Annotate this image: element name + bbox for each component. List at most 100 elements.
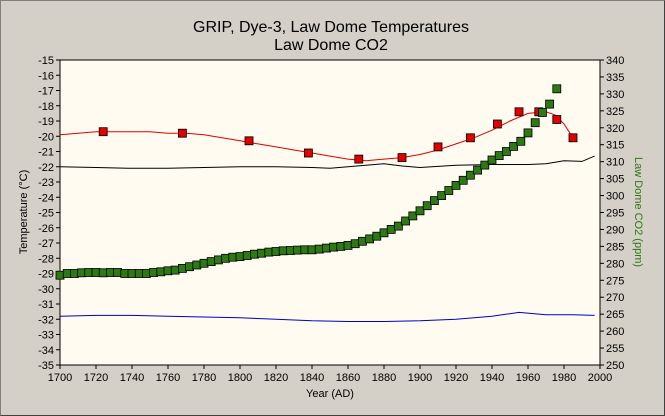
series-3-point	[264, 247, 274, 257]
series-3-point	[451, 180, 461, 190]
series-0-point	[244, 136, 254, 146]
y-tick-label: -35	[38, 360, 54, 372]
x-tick-label: 1960	[516, 372, 540, 384]
x-tick-label: 1900	[408, 372, 432, 384]
series-3-point	[401, 216, 411, 226]
series-3-point	[437, 191, 447, 201]
x-tick-label: 1920	[444, 372, 468, 384]
y-axis-right: 340 335 330 325 320 315 310 305 300 295 290 285 280 2…	[600, 55, 624, 372]
series-3-point	[393, 221, 403, 231]
series-3-point	[552, 84, 562, 94]
series-0-point	[98, 127, 108, 137]
y-tick-label: -29	[38, 269, 54, 281]
x-tick-label: 1780	[192, 372, 216, 384]
x-tick-label: 1740	[120, 372, 144, 384]
series-3-point	[343, 240, 353, 250]
y2-tick-label: 280	[606, 258, 624, 270]
series-3-point	[113, 268, 122, 277]
x-tick-label: 1800	[228, 372, 252, 384]
series-3-point	[444, 186, 454, 195]
y-tick-label: -16	[38, 70, 54, 82]
series-3-point	[523, 128, 533, 138]
series-3-point	[98, 268, 108, 278]
y-tick-label: -20	[38, 131, 54, 143]
series-3-point	[357, 236, 367, 246]
x-tick-label: 2000	[588, 372, 612, 384]
y2-tick-label: 325	[606, 106, 624, 118]
y2-tick-label: 300	[606, 191, 624, 203]
y-tick-label: -15	[38, 55, 54, 67]
y-tick-label: -23	[38, 177, 54, 189]
x-tick-label: 1880	[372, 372, 396, 384]
y-tick-label: -31	[38, 299, 54, 311]
y-tick-label: -22	[38, 162, 54, 174]
series-3-point	[473, 165, 483, 175]
x-tick-label: 1720	[84, 372, 108, 384]
y-tick-label: -25	[38, 208, 54, 220]
y2-tick-label: 255	[606, 343, 624, 355]
y2-tick-label: 265	[606, 309, 624, 321]
y2-tick-label: 330	[606, 89, 624, 101]
series-3-point	[213, 255, 223, 265]
series-0-point	[354, 154, 364, 164]
series-3-point	[530, 118, 540, 128]
y-tick-label: -18	[38, 101, 54, 113]
y2-tick-label: 295	[606, 208, 624, 220]
series-3-point	[300, 245, 310, 255]
x-tick-label: 1980	[552, 372, 576, 384]
x-tick-label: 1820	[264, 372, 288, 384]
series-3-point	[487, 155, 497, 165]
y-tick-label: -26	[38, 223, 54, 235]
y-tick-label: -19	[38, 116, 54, 128]
series-3-point	[516, 136, 526, 146]
series-3-point	[480, 160, 490, 170]
series-0-point	[492, 119, 502, 129]
chart-title: GRIP, Dye-3, Law Dome Temperatures	[193, 19, 469, 36]
y2-tick-label: 315	[606, 140, 624, 152]
y2-tick-label: 320	[606, 123, 624, 135]
series-3-point	[77, 268, 86, 278]
series-3-point	[465, 170, 475, 180]
series-3-point	[509, 141, 519, 151]
y-tick-label: -24	[38, 192, 54, 204]
y-tick-label: -21	[38, 147, 54, 159]
y2-tick-label: 275	[606, 275, 624, 287]
y2-axis-label: Law Dome CO2 (ppm)	[632, 157, 644, 267]
series-3-point	[336, 241, 346, 251]
x-tick-label: 1700	[48, 372, 72, 384]
series-2-line	[59, 311, 595, 322]
y-tick-label: -17	[38, 86, 54, 98]
y-tick-label: -30	[38, 284, 54, 296]
y-tick-label: -28	[38, 253, 54, 265]
series-3-point	[307, 245, 317, 255]
series-0-point	[465, 133, 475, 143]
series-0-point	[397, 153, 407, 163]
series-3-point	[429, 196, 439, 206]
y2-tick-label: 270	[606, 292, 624, 304]
y2-tick-label: 305	[606, 174, 624, 186]
y-tick-label: -33	[38, 330, 54, 342]
y-tick-label: -27	[38, 238, 54, 250]
series-3-point	[249, 249, 259, 259]
series-3-point	[271, 247, 281, 256]
y2-tick-label: 285	[606, 241, 624, 253]
y2-tick-label: 250	[606, 360, 624, 372]
series-0-point	[568, 133, 578, 143]
series-3-point	[408, 211, 418, 221]
chart-subtitle: Law Dome CO2	[274, 37, 388, 54]
series-3-point	[321, 243, 331, 253]
series-3-point	[285, 246, 295, 255]
y-tick-label: -34	[38, 345, 54, 357]
series-3-point	[422, 201, 432, 211]
y2-tick-label: 335	[606, 72, 624, 84]
series-0-point	[514, 107, 524, 117]
x-axis: 1700 1720 1740 1760 1780 1800 1820 1840 1860 1880…	[48, 365, 612, 384]
series-3-point	[379, 228, 389, 238]
series-1-line	[59, 155, 595, 169]
y2-tick-label: 310	[606, 157, 624, 169]
series-0-point	[303, 148, 313, 158]
series-3-point	[141, 269, 151, 278]
series-3-point	[177, 263, 187, 273]
x-tick-label: 1940	[480, 372, 504, 384]
